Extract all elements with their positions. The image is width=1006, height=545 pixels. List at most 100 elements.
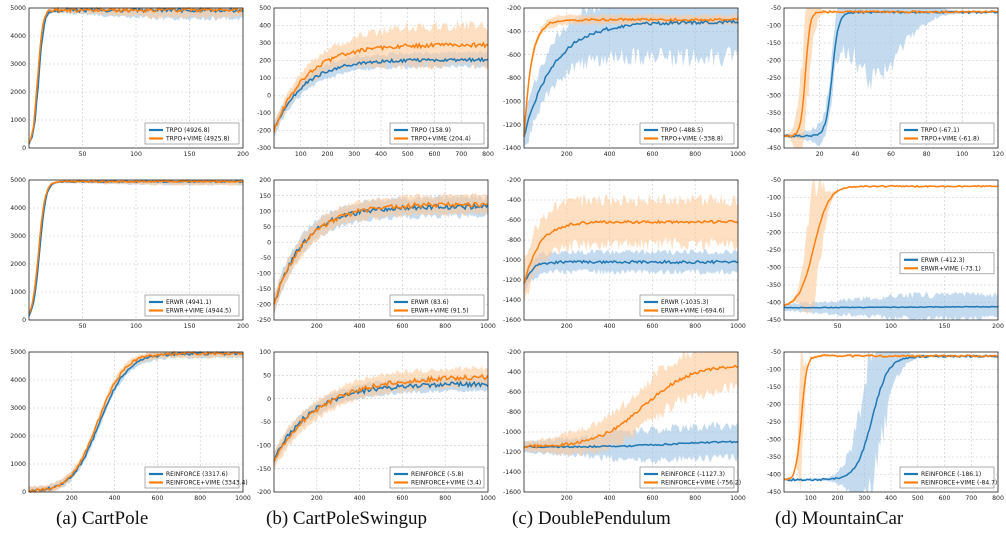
plot-frame: [273, 351, 489, 493]
plot-frame: [783, 179, 999, 321]
y-tick-label: 5000: [10, 5, 26, 12]
y-tick-label: -1400: [503, 469, 521, 476]
plot-frame: [523, 179, 739, 321]
y-tick-label: -1000: [503, 429, 521, 436]
x-tick-label: 80: [923, 151, 931, 158]
y-tick-label: 200: [259, 177, 271, 184]
chart-panel: 0 1000 2000 3000 4000 5000 50 100 150 200 TRPO (49…: [10, 5, 249, 158]
x-tick-label: 700: [965, 495, 977, 502]
series-line: [273, 380, 489, 462]
y-tick-label: 4000: [10, 377, 26, 384]
y-tick-label: -450: [767, 317, 781, 324]
y-tick-label: 5000: [10, 177, 26, 184]
legend-entry: ERWR (4941.1): [166, 299, 211, 306]
series-line: [783, 305, 999, 309]
y-tick-label: -100: [767, 195, 781, 202]
y-tick-label: -150: [257, 286, 271, 293]
plot-frame: [273, 7, 489, 149]
y-tick-label: 1000: [10, 117, 26, 124]
x-tick-label: 200: [66, 495, 78, 502]
plot-frame: [28, 7, 244, 149]
x-tick-label: 400: [354, 495, 366, 502]
legend-entry: ERWR+VIME (-694.6): [661, 308, 725, 315]
y-tick-label: -1200: [503, 449, 521, 456]
y-tick-label: -1400: [503, 297, 521, 304]
x-tick-label: 200: [311, 323, 323, 330]
y-tick-label: 3000: [10, 233, 26, 240]
y-tick-label: -450: [767, 145, 781, 152]
plot-frame: [523, 351, 739, 493]
legend-entry: ERWR (-1035.3): [661, 299, 709, 306]
legend-entry: REINFORCE+VIME (3343.4): [166, 480, 248, 487]
legend-entry: TRPO (158.9): [410, 127, 451, 134]
x-tick-label: 200: [561, 151, 573, 158]
y-tick-label: -50: [261, 255, 271, 262]
y-tick-label: -50: [771, 5, 781, 12]
plot-frame: [273, 179, 489, 321]
legend-entry: REINFORCE (3317.6): [166, 471, 228, 478]
y-tick-label: 200: [259, 58, 271, 65]
legend-entry: REINFORCE (-1127.3): [661, 471, 725, 478]
series-band: [784, 8, 998, 147]
legend-entry: TRPO+VIME (-61.8): [920, 136, 979, 143]
x-tick-label: 100: [885, 323, 897, 330]
series-line: [28, 180, 244, 315]
x-tick-label: 1000: [730, 495, 746, 502]
y-tick-label: -400: [767, 128, 781, 135]
caption-cartpoleswingup: (b) CartPoleSwingup: [266, 508, 427, 529]
plot-frame: [783, 7, 999, 149]
y-tick-label: 0: [267, 93, 271, 100]
x-tick-label: 300: [858, 495, 870, 502]
y-tick-label: -400: [507, 369, 521, 376]
legend-box: [639, 466, 735, 489]
x-tick-label: 700: [455, 151, 467, 158]
series-band: [784, 180, 998, 315]
y-tick-label: -350: [767, 454, 781, 461]
y-tick-label: -50: [261, 419, 271, 426]
x-tick-label: 100: [956, 151, 968, 158]
series-line: [523, 219, 739, 285]
series-line: [783, 353, 999, 481]
legend-box: [899, 252, 995, 275]
x-tick-label: 60: [887, 151, 895, 158]
y-tick-label: -300: [767, 265, 781, 272]
y-tick-label: 5000: [10, 349, 26, 356]
x-tick-label: 600: [939, 495, 951, 502]
series-band: [784, 291, 998, 320]
plot-frame: [28, 179, 244, 321]
y-tick-label: 2000: [10, 261, 26, 268]
y-tick-label: -800: [507, 237, 521, 244]
y-tick-label: 1000: [10, 461, 26, 468]
series-band: [274, 192, 488, 313]
x-tick-label: 600: [646, 323, 658, 330]
legend-box: [389, 122, 485, 145]
x-tick-label: 500: [912, 495, 924, 502]
y-tick-label: 2000: [10, 433, 26, 440]
y-tick-label: -1200: [503, 122, 521, 129]
y-tick-label: -800: [507, 75, 521, 82]
legend-box: [389, 466, 485, 489]
y-tick-label: 0: [22, 317, 26, 324]
x-tick-label: 50: [79, 151, 87, 158]
y-tick-label: -300: [257, 145, 271, 152]
y-tick-label: -100: [257, 443, 271, 450]
y-tick-label: -300: [767, 437, 781, 444]
legend-box: [899, 122, 995, 145]
legend-entry: REINFORCE+VIME (-756.2): [661, 480, 741, 487]
y-tick-label: -1400: [503, 145, 521, 152]
legend-entry: ERWR (-412.3): [921, 257, 965, 264]
x-tick-label: 1000: [730, 151, 746, 158]
y-tick-label: -200: [767, 402, 781, 409]
chart-panel: 0 1000 2000 3000 4000 5000 200 400 600 800 1000 REI…: [10, 349, 251, 502]
legend-box: [639, 122, 735, 145]
legend-entry: REINFORCE+VIME (3.4): [411, 480, 481, 487]
x-tick-label: 200: [237, 151, 249, 158]
y-tick-label: 3000: [10, 61, 26, 68]
x-tick-label: 400: [354, 323, 366, 330]
y-tick-label: 4000: [10, 33, 26, 40]
x-tick-label: 800: [992, 495, 1004, 502]
x-tick-label: 150: [184, 151, 196, 158]
legend-entry: TRPO+VIME (204.4): [410, 136, 471, 143]
y-tick-label: -400: [767, 472, 781, 479]
series-band: [524, 8, 738, 148]
